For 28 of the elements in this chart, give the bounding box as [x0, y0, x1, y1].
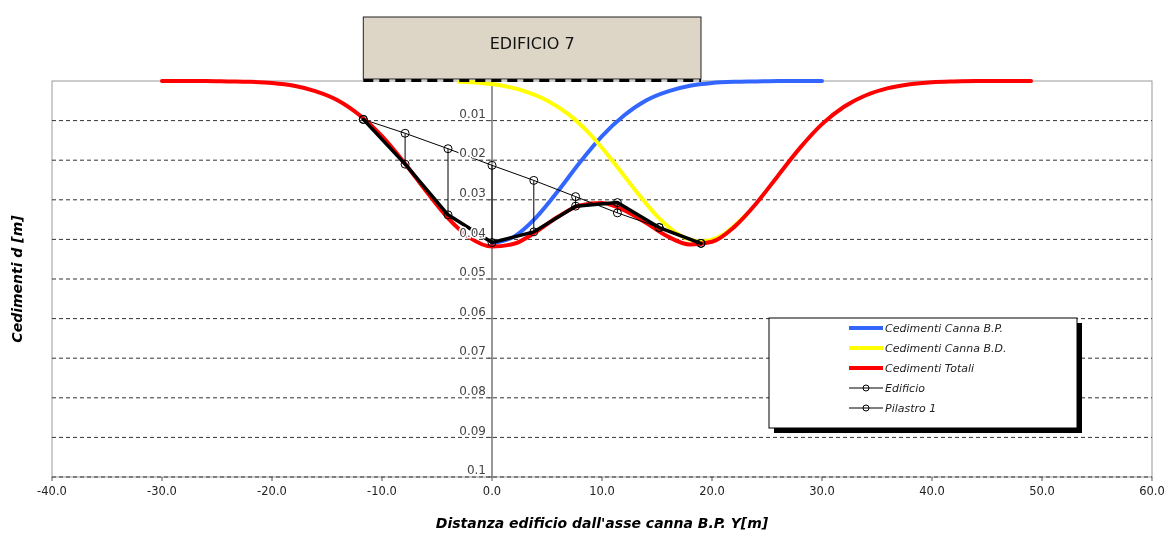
- legend-label: Cedimenti Canna B.P.: [885, 321, 1004, 335]
- y-tick-label: 0.06: [459, 304, 486, 319]
- x-tick-label: 0.0: [482, 484, 502, 498]
- y-tick-label: 0.01: [459, 106, 486, 121]
- y-axis-title: Cedimenti d [m]: [9, 214, 25, 343]
- y-tick-label: 0.07: [459, 344, 486, 359]
- x-tick-label: -20.0: [257, 484, 287, 498]
- legend-label: Edificio: [885, 381, 926, 395]
- y-tick-label: 0.02: [459, 146, 486, 161]
- x-tick-label: -40.0: [37, 484, 67, 498]
- x-tick-label: 10.0: [589, 484, 615, 498]
- y-tick-label: 0.05: [459, 265, 486, 280]
- legend-label: Cedimenti Canna B.D.: [885, 341, 1007, 355]
- x-tick-label: 50.0: [1029, 484, 1055, 498]
- legend-label: Cedimenti Totali: [885, 361, 975, 375]
- x-tick-label: -30.0: [147, 484, 177, 498]
- legend-label: Pilastro 1: [885, 401, 937, 415]
- y-tick-label: 0.08: [459, 384, 486, 398]
- x-tick-label: 60.0: [1139, 484, 1165, 498]
- x-tick-label: -10.0: [367, 484, 397, 498]
- text: EDIFICIO 7: [489, 34, 575, 53]
- y-tick-label: 0.09: [459, 423, 486, 438]
- y-tick-label: 0.03: [459, 186, 486, 200]
- x-tick-label: 40.0: [919, 484, 945, 498]
- y-tick-label: 0.1: [466, 463, 486, 478]
- x-axis-title: Distanza edificio dall'asse canna B.P. Y[m]: [435, 515, 769, 531]
- x-tick-label: 30.0: [809, 484, 835, 498]
- x-tick-label: 20.0: [699, 484, 725, 498]
